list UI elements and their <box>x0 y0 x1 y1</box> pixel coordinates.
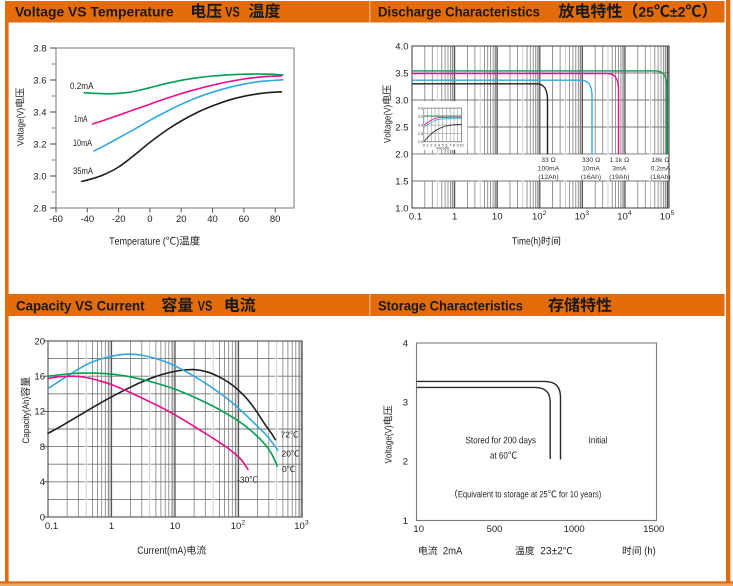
svg-text:3.5: 3.5 <box>395 68 408 79</box>
svg-text:4: 4 <box>40 477 45 488</box>
svg-text:10: 10 <box>459 143 463 147</box>
svg-text:0: 0 <box>40 512 45 523</box>
svg-text:1500: 1500 <box>643 524 664 535</box>
svg-text:3: 3 <box>305 520 309 527</box>
svg-text:33 Ω: 33 Ω <box>541 157 556 164</box>
svg-text:1: 1 <box>452 211 457 222</box>
svg-text:2: 2 <box>241 520 245 527</box>
svg-text:Discharge Characteristics: Discharge Characteristics <box>378 4 540 20</box>
svg-text:18k Ω: 18k Ω <box>652 157 670 164</box>
svg-text:0.2mA: 0.2mA <box>70 81 94 91</box>
svg-text:3: 3 <box>403 398 408 409</box>
svg-text:-40: -40 <box>80 214 94 225</box>
svg-text:2.0: 2.0 <box>418 140 423 144</box>
svg-text:1mA: 1mA <box>74 114 88 124</box>
svg-text:3.2: 3.2 <box>33 139 46 150</box>
svg-text:20: 20 <box>34 336 45 347</box>
svg-text:4.0: 4.0 <box>418 107 423 111</box>
svg-text:100mA: 100mA <box>538 165 560 172</box>
svg-text:2.5: 2.5 <box>418 132 423 136</box>
svg-text:(12Ah): (12Ah) <box>538 174 558 181</box>
svg-text:10: 10 <box>575 211 586 222</box>
svg-text:0.1: 0.1 <box>45 521 58 532</box>
svg-text:0.2mA: 0.2mA <box>651 165 671 172</box>
svg-text:60: 60 <box>239 214 250 225</box>
svg-text:5: 5 <box>442 143 444 147</box>
svg-text:3.0: 3.0 <box>395 95 408 106</box>
svg-text:1: 1 <box>403 516 408 527</box>
svg-text:(16Ah): (16Ah) <box>581 174 601 181</box>
svg-text:3.6: 3.6 <box>33 75 46 86</box>
svg-text:500: 500 <box>487 524 503 535</box>
svg-text:5: 5 <box>671 210 675 217</box>
svg-text:4: 4 <box>438 143 440 147</box>
svg-text:2.8: 2.8 <box>33 203 46 214</box>
svg-text:1.0: 1.0 <box>395 203 408 214</box>
svg-text:10: 10 <box>532 211 543 222</box>
svg-text:2.0: 2.0 <box>395 149 408 160</box>
svg-text:8: 8 <box>453 143 455 147</box>
svg-text:3.0: 3.0 <box>418 123 423 127</box>
svg-text:0.1: 0.1 <box>409 211 422 222</box>
svg-text:10: 10 <box>294 521 305 532</box>
svg-text:3.4: 3.4 <box>33 107 46 118</box>
svg-text:3: 3 <box>585 210 589 217</box>
svg-text:Time(h): Time(h) <box>436 146 450 151</box>
svg-text:3.8: 3.8 <box>33 43 46 54</box>
svg-text:3mA: 3mA <box>612 165 626 172</box>
svg-text:8: 8 <box>40 442 45 453</box>
svg-text:10: 10 <box>492 211 503 222</box>
svg-text:2: 2 <box>543 210 547 217</box>
svg-text:10: 10 <box>231 521 242 532</box>
svg-text:330 Ω: 330 Ω <box>582 157 600 164</box>
svg-text:2.5: 2.5 <box>395 122 408 133</box>
svg-text:4: 4 <box>628 210 632 217</box>
svg-text:1: 1 <box>427 143 429 147</box>
svg-text:1.1k Ω: 1.1k Ω <box>609 157 629 164</box>
svg-text:16: 16 <box>34 372 45 383</box>
svg-text:20: 20 <box>176 214 187 225</box>
svg-text:10: 10 <box>413 524 424 535</box>
svg-text:Storage Characteristics: Storage Characteristics <box>378 298 523 314</box>
svg-text:1000: 1000 <box>564 524 585 535</box>
svg-text:10mA: 10mA <box>73 138 93 148</box>
svg-text:40: 40 <box>207 214 218 225</box>
svg-text:10: 10 <box>660 211 671 222</box>
svg-text:-20: -20 <box>112 214 126 225</box>
svg-text:35mA: 35mA <box>73 166 94 176</box>
svg-text:0: 0 <box>147 214 152 225</box>
svg-text:3.5: 3.5 <box>418 115 423 119</box>
svg-text:4.0: 4.0 <box>395 41 408 52</box>
svg-text:7: 7 <box>449 143 451 147</box>
svg-text:0: 0 <box>423 143 425 147</box>
svg-text:1.5: 1.5 <box>395 176 408 187</box>
svg-text:Voltage VS Temperature: Voltage VS Temperature <box>15 4 174 20</box>
svg-text:(19Ah): (19Ah) <box>609 174 629 181</box>
svg-text:12: 12 <box>34 407 45 418</box>
svg-text:9: 9 <box>457 143 459 147</box>
svg-text:2: 2 <box>430 143 432 147</box>
svg-text:6: 6 <box>445 143 447 147</box>
svg-text:2: 2 <box>403 457 408 468</box>
svg-text:3.0: 3.0 <box>33 171 46 182</box>
svg-text:4: 4 <box>403 339 408 350</box>
svg-text:10mA: 10mA <box>582 165 600 172</box>
svg-text:10: 10 <box>617 211 628 222</box>
svg-text:(18Ah): (18Ah) <box>650 174 670 181</box>
svg-text:-60: -60 <box>49 214 63 225</box>
svg-text:1: 1 <box>109 521 114 532</box>
svg-text:Capacity VS Current: Capacity VS Current <box>16 298 145 314</box>
svg-text:80: 80 <box>270 214 281 225</box>
svg-text:10: 10 <box>170 521 181 532</box>
svg-text:3: 3 <box>434 143 436 147</box>
